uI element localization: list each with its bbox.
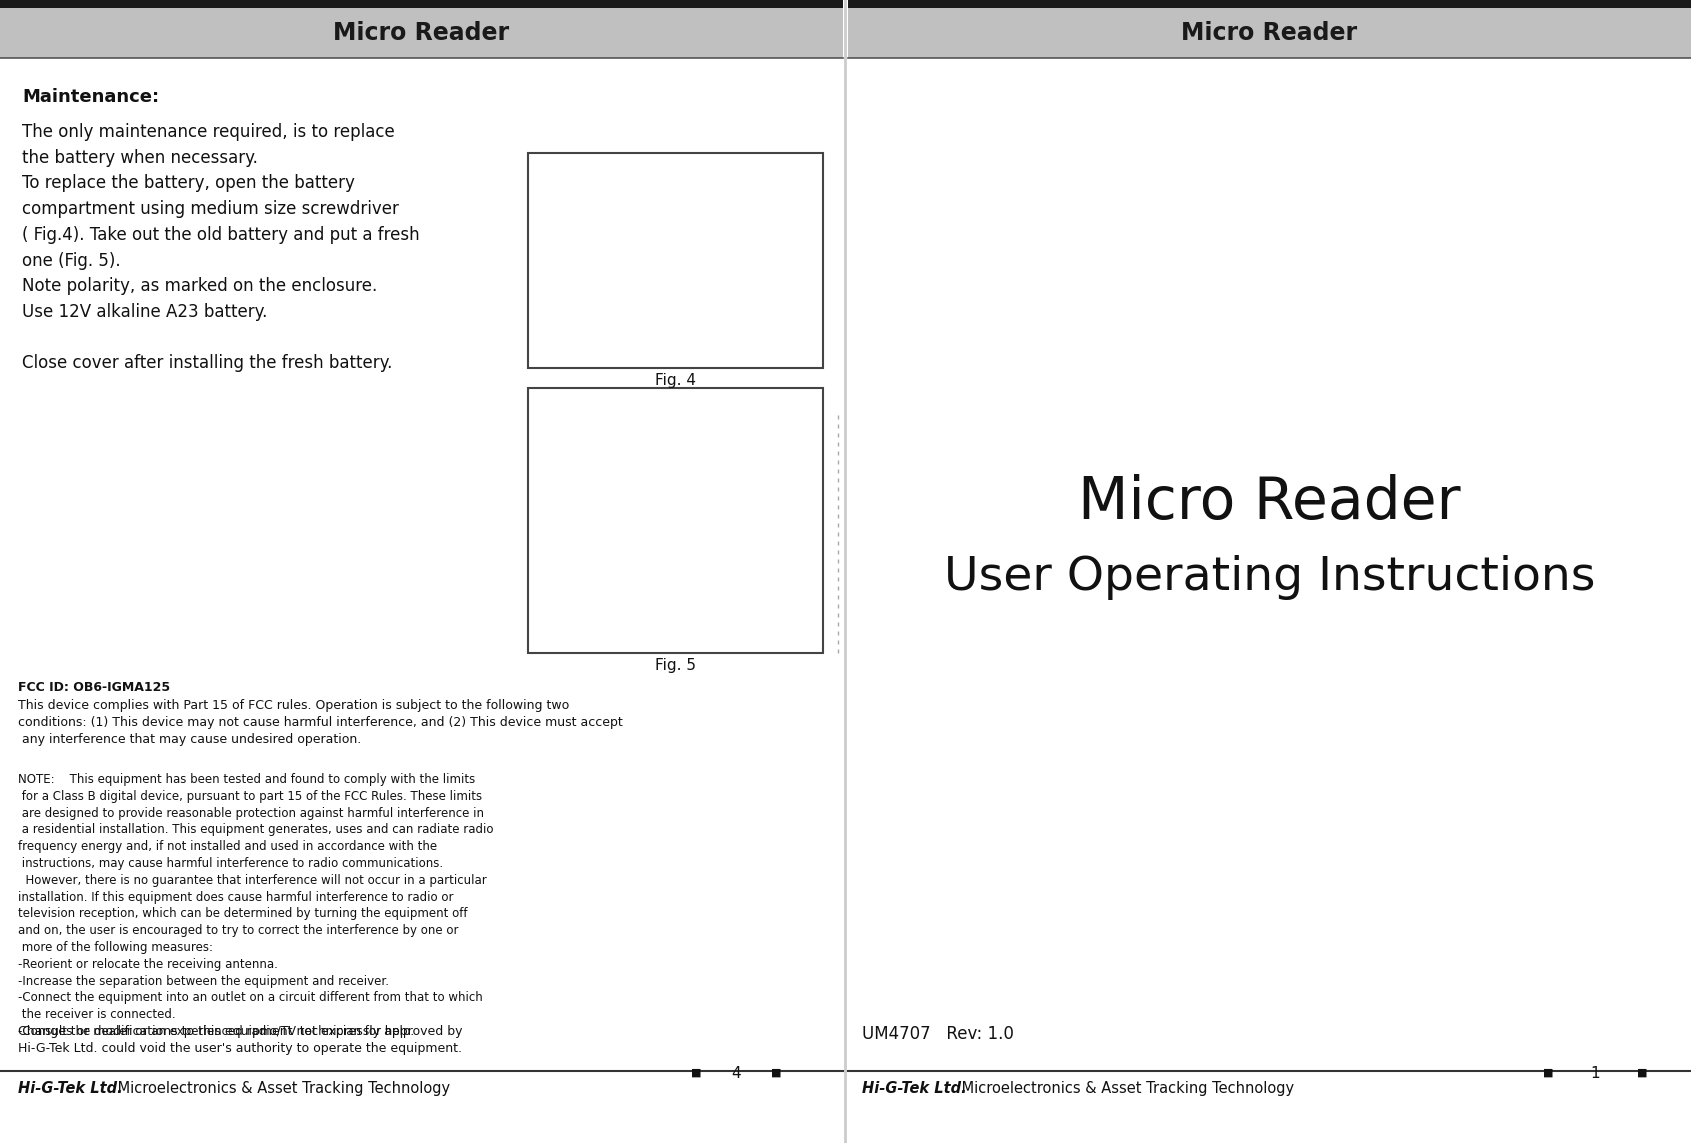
Text: ■: ■ — [1637, 1068, 1647, 1078]
Text: NOTE:    This equipment has been tested and found to comply with the limits
 for: NOTE: This equipment has been tested and… — [19, 773, 494, 1038]
Text: FCC ID: OB6-IGMA125: FCC ID: OB6-IGMA125 — [19, 681, 171, 694]
Text: Fig. 5: Fig. 5 — [654, 658, 697, 673]
Text: User Operating Instructions: User Operating Instructions — [944, 555, 1595, 600]
Text: ■: ■ — [690, 1068, 702, 1078]
Text: 1: 1 — [1590, 1065, 1600, 1080]
Text: 4: 4 — [731, 1065, 741, 1080]
Text: Microelectronics & Asset Tracking Technology: Microelectronics & Asset Tracking Techno… — [113, 1081, 450, 1096]
Text: Micro Reader: Micro Reader — [1182, 21, 1358, 45]
Text: UM4707   Rev: 1.0: UM4707 Rev: 1.0 — [862, 1025, 1015, 1044]
Text: This device complies with Part 15 of FCC rules. Operation is subject to the foll: This device complies with Part 15 of FCC… — [19, 700, 622, 746]
Text: Fig. 4: Fig. 4 — [654, 373, 697, 387]
Text: Hi-G-Tek Ltd.: Hi-G-Tek Ltd. — [19, 1081, 123, 1096]
Text: Hi-G-Tek Ltd.: Hi-G-Tek Ltd. — [862, 1081, 967, 1096]
Text: The only maintenance required, is to replace
the battery when necessary.
To repl: The only maintenance required, is to rep… — [22, 123, 419, 373]
Bar — [847, 0, 1691, 8]
Text: Microelectronics & Asset Tracking Technology: Microelectronics & Asset Tracking Techno… — [957, 1081, 1294, 1096]
Text: Micro Reader: Micro Reader — [333, 21, 509, 45]
Bar — [528, 387, 824, 653]
Text: ■: ■ — [771, 1068, 781, 1078]
Text: Maintenance:: Maintenance: — [22, 88, 159, 106]
Bar — [0, 8, 844, 58]
Text: Micro Reader: Micro Reader — [1079, 474, 1461, 531]
Bar — [847, 8, 1691, 58]
Bar — [0, 0, 844, 8]
Text: Changes or modifications to this equipment not expressly approved by
Hi-G-Tek Lt: Changes or modifications to this equipme… — [19, 1025, 463, 1055]
Bar — [528, 153, 824, 368]
Text: ■: ■ — [1542, 1068, 1554, 1078]
